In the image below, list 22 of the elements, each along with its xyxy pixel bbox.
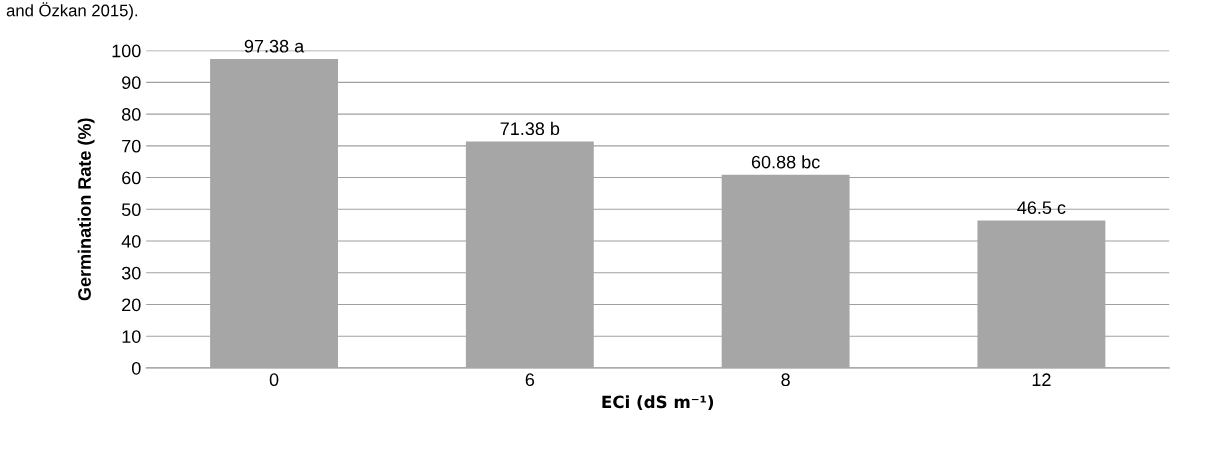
- y-tick-label: 80: [122, 108, 141, 121]
- y-tick-label: 40: [121, 234, 141, 248]
- y-tick-label: 90: [122, 76, 141, 90]
- y-axis-title: Germination Rate (%): [77, 118, 95, 301]
- y-tick-label: 10: [122, 330, 141, 343]
- x-axis-title: ECi (dS m⁻¹): [602, 395, 714, 411]
- x-tick-label: 12: [1032, 373, 1051, 386]
- data-label: 97.38 a: [244, 39, 305, 53]
- y-tick-label: 60: [122, 171, 141, 185]
- x-tick-label: 8: [781, 373, 790, 387]
- data-label: 46.5 c: [1017, 201, 1066, 215]
- y-tick-label: 100: [112, 44, 141, 58]
- text: and Özkan 2015).: [6, 2, 138, 20]
- y-tick-label: 0: [131, 361, 141, 375]
- y-tick-label: 20: [122, 298, 141, 312]
- x-tick-label: 0: [269, 373, 279, 387]
- y-tick-label: 70: [122, 139, 141, 153]
- data-label: 71.38 b: [500, 121, 560, 136]
- x-tick-label: 6: [525, 373, 535, 387]
- y-tick-label: 30: [121, 266, 141, 280]
- data-label: 60.88 bc: [751, 155, 820, 169]
- y-tick-label: 50: [121, 203, 141, 217]
